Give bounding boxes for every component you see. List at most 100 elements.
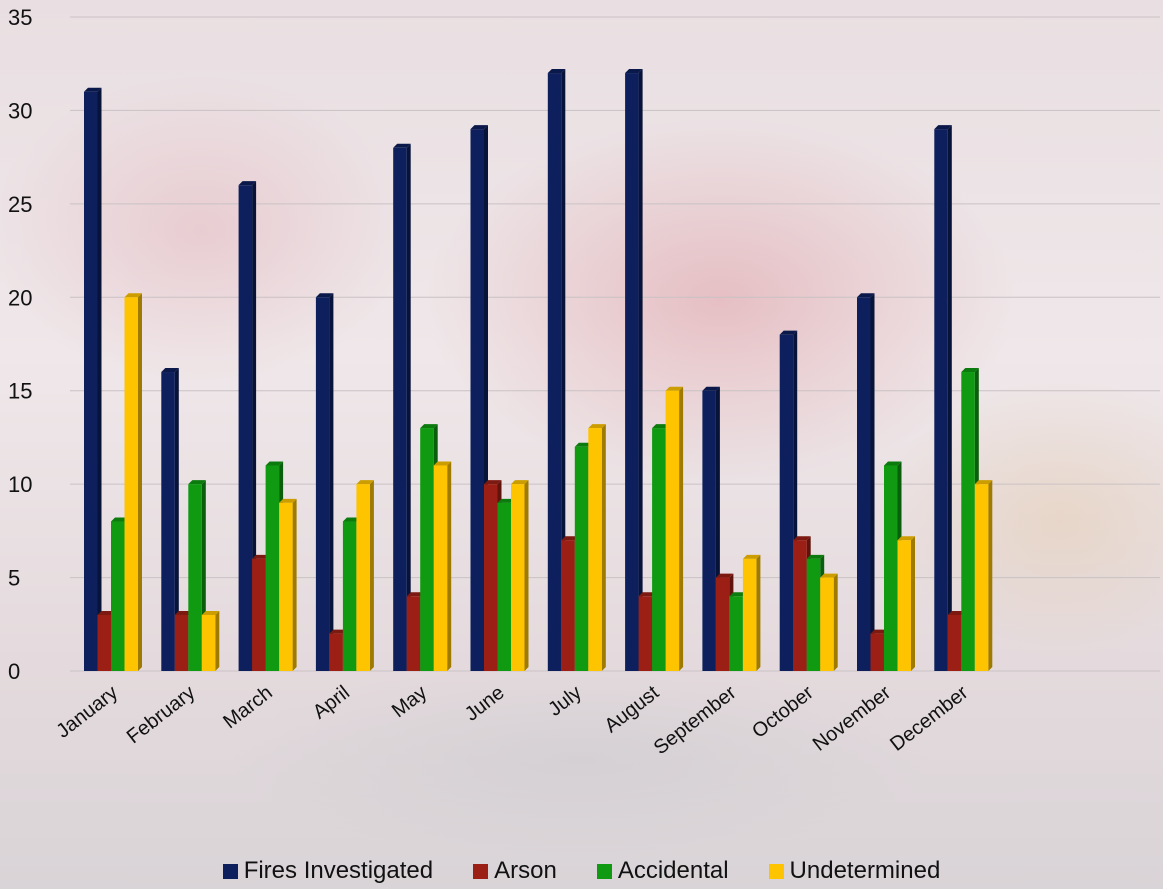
bar-side bbox=[447, 461, 452, 671]
bar-top bbox=[638, 592, 657, 597]
bar-top bbox=[897, 536, 915, 541]
y-tick-label: 25 bbox=[8, 192, 32, 217]
bar-front bbox=[561, 540, 575, 671]
bar-top bbox=[161, 368, 179, 373]
bar-front bbox=[97, 614, 111, 671]
bar bbox=[974, 480, 993, 671]
bar-front bbox=[588, 428, 602, 671]
y-tick-label: 15 bbox=[8, 379, 32, 404]
bar-front bbox=[511, 484, 525, 671]
legend-item: Accidental bbox=[596, 857, 729, 885]
bar-front bbox=[625, 73, 639, 672]
bar-front bbox=[356, 484, 370, 671]
bar-front bbox=[947, 614, 962, 671]
bar-front bbox=[665, 390, 680, 671]
bar-top bbox=[315, 293, 334, 298]
bar-side bbox=[561, 69, 566, 672]
bar-front bbox=[729, 596, 743, 671]
bar-front bbox=[252, 558, 266, 671]
bar bbox=[393, 143, 411, 672]
bar-front bbox=[702, 390, 716, 671]
bar-front bbox=[315, 297, 330, 671]
bar bbox=[84, 87, 102, 671]
bar-top bbox=[420, 424, 438, 429]
y-tick-label: 5 bbox=[8, 566, 20, 591]
legend-item: Arson bbox=[473, 857, 557, 885]
bar-front bbox=[124, 297, 138, 671]
bar-front bbox=[279, 502, 293, 671]
bar-top bbox=[356, 480, 374, 485]
chart-legend: Fires Investigated Arson Accidental Undeter… bbox=[0, 854, 1163, 888]
bar-top bbox=[561, 536, 579, 541]
bar-top bbox=[433, 461, 452, 466]
bar-side bbox=[870, 293, 875, 671]
bar-side bbox=[406, 143, 411, 672]
bar bbox=[356, 480, 374, 671]
bar-front bbox=[974, 484, 989, 671]
bar bbox=[161, 368, 179, 671]
bar-front bbox=[884, 465, 898, 671]
bar-side bbox=[369, 480, 374, 671]
bar-side bbox=[252, 181, 257, 671]
bar bbox=[588, 424, 606, 671]
x-category-label: July bbox=[544, 682, 586, 721]
legend-swatch bbox=[222, 863, 238, 879]
bar-front bbox=[265, 465, 280, 671]
bar-top bbox=[857, 293, 875, 298]
x-axis-category-labels: January February March April May June July Augu… bbox=[52, 681, 972, 759]
bar-top bbox=[329, 629, 347, 634]
bar-top bbox=[252, 554, 270, 559]
bar-top bbox=[201, 610, 220, 615]
bar-front bbox=[793, 540, 807, 671]
bar-top bbox=[588, 424, 606, 429]
bar-side bbox=[174, 368, 179, 671]
x-category-label: January bbox=[52, 682, 122, 743]
gridlines bbox=[70, 16, 1160, 672]
x-category-label: March bbox=[219, 682, 276, 734]
bar-top bbox=[174, 610, 193, 615]
bar-top bbox=[84, 87, 102, 92]
bar-front bbox=[393, 147, 407, 672]
legend-label: Undetermined bbox=[789, 857, 941, 884]
bar-front bbox=[574, 446, 589, 671]
bar bbox=[433, 461, 452, 671]
bar-top bbox=[742, 554, 761, 559]
bar bbox=[897, 536, 915, 671]
bar bbox=[820, 573, 838, 671]
bar-front bbox=[420, 428, 434, 671]
y-tick-label: 10 bbox=[8, 472, 32, 497]
bar-top bbox=[188, 480, 206, 485]
bar-front bbox=[201, 614, 216, 671]
x-category-label: June bbox=[461, 682, 509, 726]
bar-front bbox=[161, 372, 175, 671]
legend-item: Fires Investigated bbox=[222, 857, 433, 885]
bar-side bbox=[215, 610, 220, 671]
bar bbox=[279, 498, 297, 671]
x-category-label: September bbox=[650, 681, 741, 759]
bar-top bbox=[779, 330, 798, 335]
bar-front bbox=[715, 577, 730, 671]
bar-front bbox=[188, 484, 202, 671]
bar-top bbox=[715, 573, 734, 578]
bar-top bbox=[547, 69, 566, 74]
bar-front bbox=[934, 129, 948, 672]
bar-side bbox=[833, 573, 838, 671]
legend-swatch bbox=[596, 863, 612, 879]
bar-top bbox=[484, 480, 502, 485]
bar-front bbox=[497, 502, 511, 671]
bar-top bbox=[279, 498, 297, 503]
bar-top bbox=[511, 480, 529, 485]
bar-front bbox=[484, 484, 498, 671]
bar-front bbox=[174, 614, 189, 671]
bar-front bbox=[342, 521, 357, 671]
legend-label: Arson bbox=[494, 857, 557, 884]
bar bbox=[625, 69, 643, 672]
bar bbox=[742, 554, 761, 671]
bar-top bbox=[265, 461, 284, 466]
x-category-label: May bbox=[388, 682, 431, 723]
bar-front bbox=[547, 73, 562, 672]
bar-side bbox=[524, 480, 529, 671]
y-tick-label: 20 bbox=[8, 285, 32, 310]
bar-top bbox=[342, 517, 361, 522]
bar-front bbox=[433, 465, 448, 671]
